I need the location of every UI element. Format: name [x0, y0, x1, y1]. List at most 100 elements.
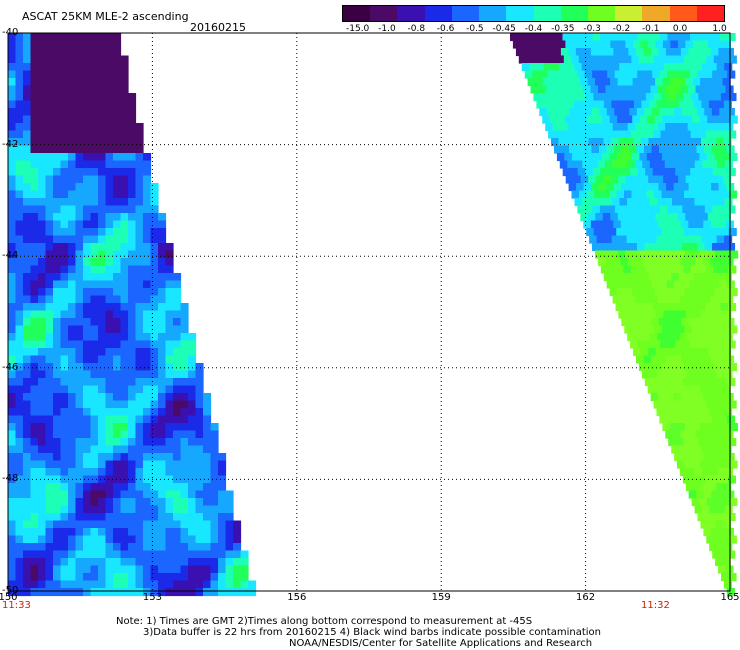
swath-cell [703, 490, 712, 499]
swath-cell [539, 108, 548, 117]
swath-cell [165, 370, 174, 379]
swath-cell [708, 483, 717, 492]
swath-cell [135, 288, 144, 297]
swath-cell [173, 520, 182, 529]
swath-cell [592, 70, 601, 79]
swath-cell [587, 78, 596, 87]
swath-cell [696, 415, 705, 424]
swath-cell [678, 273, 687, 282]
swath-cell [23, 33, 32, 42]
swath-cell [83, 438, 92, 447]
swath-cell [68, 40, 77, 49]
swath-cell [113, 408, 122, 417]
swath-cell [708, 310, 717, 319]
swath-cell [150, 370, 159, 379]
swath-cell [577, 168, 586, 177]
swath-cell [105, 160, 114, 169]
swath-cell [677, 423, 686, 432]
swath-cell [105, 265, 114, 274]
swath-cell [8, 550, 17, 559]
swath-cell [585, 93, 594, 102]
swath-cell [565, 40, 574, 49]
swath-cell [135, 520, 144, 529]
swath-cell [173, 438, 182, 447]
swath-cell [45, 580, 54, 589]
swath-cell [600, 168, 609, 177]
swath-cell [15, 588, 24, 597]
swath-cell [120, 250, 129, 259]
swath-cell [615, 93, 624, 102]
swath-cell [15, 498, 24, 507]
swath-cell [661, 55, 670, 64]
swath-cell [135, 573, 144, 582]
swath-cell [23, 513, 32, 522]
swath-cell [75, 220, 84, 229]
swath-cell [98, 130, 107, 139]
swath-cell [721, 325, 730, 334]
swath-cell [143, 483, 152, 492]
swath-cell [90, 130, 99, 139]
swath-cell [98, 70, 107, 79]
swath-cell [128, 490, 137, 499]
swath-cell [38, 295, 47, 304]
swath-cell [83, 423, 92, 432]
swath-cell [113, 363, 122, 372]
swath-cell [143, 475, 152, 484]
swath-cell [75, 535, 84, 544]
swath-cell [120, 318, 129, 327]
swath-cell [674, 145, 683, 154]
swath-cell [8, 415, 17, 424]
swath-cell [113, 78, 122, 87]
swath-cell [620, 48, 629, 57]
swath-cell [98, 513, 107, 522]
swath-cell [143, 280, 152, 289]
swath-cell [663, 310, 672, 319]
swath-cell [15, 220, 24, 229]
swath-cell [673, 183, 682, 192]
swath-cell [53, 438, 62, 447]
swath-cell [135, 468, 144, 477]
swath-cell [53, 250, 62, 259]
swath-cell [53, 400, 62, 409]
swath-cell [90, 370, 99, 379]
swath-cell [23, 160, 32, 169]
swath-cell [120, 415, 129, 424]
longitude-label: 165 [720, 592, 740, 603]
swath-cell [45, 258, 54, 267]
swath-cell [90, 265, 99, 274]
swath-cell [664, 63, 673, 72]
swath-cell [727, 550, 736, 559]
swath-cell [633, 310, 642, 319]
swath-cell [180, 513, 189, 522]
swath-cell [8, 565, 17, 574]
swath-cell [180, 438, 189, 447]
swath-cell [564, 115, 573, 124]
swath-cell [45, 33, 54, 42]
swath-cell [53, 183, 62, 192]
swath-cell [75, 258, 84, 267]
swath-cell [721, 190, 730, 199]
swath-cell [188, 498, 197, 507]
swath-cell [692, 40, 701, 49]
swath-cell [23, 483, 32, 492]
swath-cell [535, 40, 544, 49]
swath-cell [135, 370, 144, 379]
swath-cell [120, 378, 129, 387]
swath-cell [143, 348, 152, 357]
swath-cell [667, 70, 676, 79]
swath-cell [113, 498, 122, 507]
swath-cell [697, 168, 706, 177]
swath-cell [53, 385, 62, 394]
swath-cell [60, 138, 69, 147]
swath-cell [60, 78, 69, 87]
swath-cell [649, 63, 658, 72]
swath-cell [90, 243, 99, 252]
swath-cell [90, 498, 99, 507]
swath-cell [188, 543, 197, 552]
swath-cell [128, 460, 137, 469]
swath-cell [30, 145, 39, 154]
swath-cell [595, 40, 604, 49]
swath-cell [120, 138, 129, 147]
swath-cell [173, 588, 182, 597]
swath-cell [23, 325, 32, 334]
